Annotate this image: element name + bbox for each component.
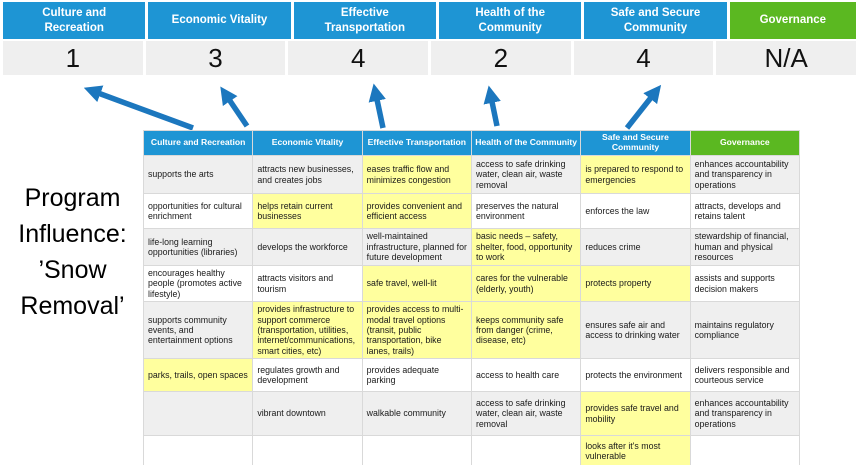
up-arrow-icon xyxy=(220,86,250,128)
score-band: 1 3 4 2 4 N/A xyxy=(3,41,857,75)
category-box-safe-secure-community: Safe and Secure Community xyxy=(584,2,727,39)
category-box-effective-transportation: Effective Transportation xyxy=(293,2,436,39)
score-governance: N/A xyxy=(716,41,857,75)
matrix-cell: vibrant downtown xyxy=(252,391,363,436)
matrix-cell: opportunities for cultural enrichment xyxy=(142,193,254,229)
up-arrow-icon xyxy=(368,83,386,129)
matrix-cell xyxy=(142,391,254,436)
matrix-cell-highlighted: keeps community safe from danger (crime,… xyxy=(470,301,582,359)
matrix-cell-highlighted: parks, trails, open spaces xyxy=(142,358,254,392)
score-safe-secure-community: 4 xyxy=(573,41,714,75)
score-economic-vitality: 3 xyxy=(145,41,286,75)
matrix-cell-highlighted: helps retain current businesses xyxy=(252,193,363,229)
matrix-cell xyxy=(361,435,472,465)
up-arrow-icon xyxy=(83,85,194,131)
score-effective-transportation: 4 xyxy=(288,41,429,75)
category-box-culture-recreation: Culture and Recreation xyxy=(3,2,146,39)
matrix-cell: enhances accountability and transparency… xyxy=(689,391,801,436)
matrix-cell-highlighted: safe travel, well-lit xyxy=(361,264,472,303)
matrix-row: looks after it's most vulnerable xyxy=(142,435,801,465)
matrix-header: Culture and Recreation Economic Vitality… xyxy=(142,130,801,156)
matrix-cell-highlighted: provides access to multi-modal travel op… xyxy=(361,301,472,359)
matrix-row: life-long learning opportunities (librar… xyxy=(142,228,801,266)
matrix-cell: access to safe drinking water, clean air… xyxy=(470,155,582,194)
matrix-cell: assists and supports decision makers xyxy=(689,264,801,303)
matrix-body: supports the arts attracts new businesses… xyxy=(142,155,801,465)
matrix-cell: access to health care xyxy=(470,358,582,392)
matrix-row: encourages healthy people (promotes acti… xyxy=(142,264,801,303)
matrix-cell: attracts new businesses, and creates job… xyxy=(252,155,363,194)
matrix-cell: delivers responsible and courteous servi… xyxy=(689,358,801,392)
matrix-cell-highlighted: eases traffic flow and minimizes congest… xyxy=(361,155,472,194)
matrix-col-economic-vitality: Economic Vitality xyxy=(252,130,363,156)
score-culture-recreation: 1 xyxy=(3,41,143,75)
influence-matrix: Culture and Recreation Economic Vitality… xyxy=(142,130,801,465)
matrix-row: opportunities for cultural enrichment hel… xyxy=(142,193,801,229)
arrow-group xyxy=(83,83,662,131)
matrix-cell: enforces the law xyxy=(580,193,691,229)
matrix-cell-highlighted: provides convenient and efficient access xyxy=(361,193,472,229)
matrix-cell xyxy=(142,435,254,465)
matrix-cell: supports the arts xyxy=(142,155,254,194)
score-health-community: 2 xyxy=(431,41,571,75)
matrix-cell: provides adequate parking xyxy=(361,358,472,392)
matrix-cell: access to safe drinking water, clean air… xyxy=(470,391,582,436)
matrix-cell: walkable community xyxy=(361,391,472,436)
category-header-band: Culture and Recreation Economic Vitality… xyxy=(3,2,856,39)
category-box-health-community: Health of the Community xyxy=(438,2,582,39)
matrix-cell xyxy=(252,435,363,465)
matrix-cell xyxy=(689,435,801,465)
matrix-col-safe-secure-community: Safe and Secure Community xyxy=(580,130,691,156)
program-influence-label: Program Influence: ’Snow Removal’ xyxy=(18,184,127,320)
up-arrow-icon xyxy=(483,85,501,127)
matrix-cell: attracts visitors and tourism xyxy=(252,264,363,303)
matrix-cell: attracts, develops and retains talent xyxy=(689,193,801,229)
matrix-row: vibrant downtown walkable community access… xyxy=(142,391,801,436)
matrix-cell: enhances accountability and transparency… xyxy=(689,155,801,194)
matrix-cell-highlighted: cares for the vulnerable (elderly, youth… xyxy=(470,264,582,303)
matrix-cell: life-long learning opportunities (librar… xyxy=(142,228,254,266)
matrix-cell: encourages healthy people (promotes acti… xyxy=(142,264,254,303)
matrix-cell: ensures safe air and access to drinking … xyxy=(580,301,691,359)
matrix-cell: reduces crime xyxy=(580,228,691,266)
matrix-cell-highlighted: is prepared to respond to emergencies xyxy=(580,155,691,194)
matrix-col-governance: Governance xyxy=(689,130,801,156)
matrix-row: parks, trails, open spaces regulates grow… xyxy=(142,358,801,392)
matrix-cell: well-maintained infrastructure, planned … xyxy=(361,228,472,266)
matrix-col-health-community: Health of the Community xyxy=(470,130,582,156)
matrix-cell-highlighted: looks after it's most vulnerable xyxy=(580,435,691,465)
matrix-cell: stewardship of financial, human and phys… xyxy=(689,228,801,266)
matrix-col-culture-recreation: Culture and Recreation xyxy=(142,130,254,156)
matrix-cell-highlighted: provides infrastructure to support comme… xyxy=(252,301,363,359)
matrix-row: supports community events, and entertain… xyxy=(142,301,801,359)
category-box-economic-vitality: Economic Vitality xyxy=(148,2,291,39)
matrix-cell: develops the workforce xyxy=(252,228,363,266)
matrix-cell xyxy=(470,435,582,465)
matrix-col-effective-transportation: Effective Transportation xyxy=(361,130,472,156)
matrix-cell-highlighted: provides safe travel and mobility xyxy=(580,391,691,436)
up-arrow-icon xyxy=(624,84,662,130)
matrix-cell-highlighted: basic needs – safety, shelter, food, opp… xyxy=(470,228,582,266)
matrix-cell-highlighted: protects property xyxy=(580,264,691,303)
matrix-cell: supports community events, and entertain… xyxy=(142,301,254,359)
matrix-cell: regulates growth and development xyxy=(252,358,363,392)
category-box-governance: Governance xyxy=(729,2,856,39)
matrix-cell: protects the environment xyxy=(580,358,691,392)
matrix-cell: maintains regulatory compliance xyxy=(689,301,801,359)
matrix-row: supports the arts attracts new businesses… xyxy=(142,155,801,194)
matrix-cell: preserves the natural environment xyxy=(470,193,582,229)
